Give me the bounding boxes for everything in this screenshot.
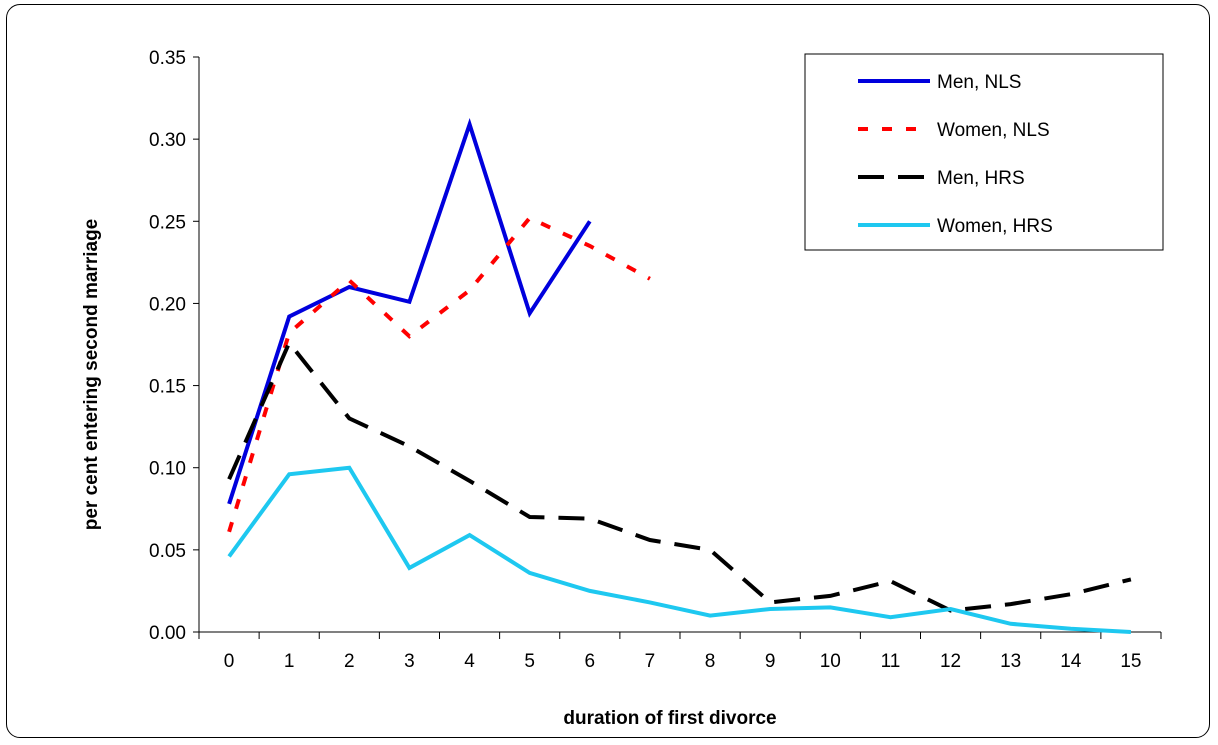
x-tick-label: 11 <box>881 651 901 672</box>
y-tick-label: 0.10 <box>149 459 186 480</box>
legend-box <box>804 53 1164 251</box>
x-axis-title: duration of first divorce <box>563 708 776 729</box>
y-axis-title: per cent entering second marriage <box>81 219 102 531</box>
y-tick-label: 0.25 <box>149 212 186 233</box>
legend-label: Women, NLS <box>937 120 1050 141</box>
x-tick-label: 6 <box>585 651 596 672</box>
series-line-men-nls <box>227 117 592 505</box>
y-tick-label: 0.05 <box>149 541 186 562</box>
x-tick-label: 9 <box>765 651 776 672</box>
x-tick-label: 4 <box>464 651 475 672</box>
series-line-women-nls <box>227 215 651 533</box>
y-tick-label: 0.30 <box>149 130 186 151</box>
x-tick-label: 3 <box>404 651 415 672</box>
x-tick-label: 8 <box>705 651 716 672</box>
series-line-women-hrs <box>227 465 1132 634</box>
legend-label: Men, NLS <box>937 72 1021 93</box>
x-tick-label: 15 <box>1120 651 1141 672</box>
x-tick-label: 2 <box>344 651 355 672</box>
y-tick-label: 0.00 <box>149 623 186 644</box>
x-tick-label: 14 <box>1060 651 1082 672</box>
x-tick-label: 10 <box>820 651 841 672</box>
y-tick-label: 0.20 <box>149 294 186 315</box>
y-tick-label: 0.35 <box>149 48 186 69</box>
x-tick-label: 1 <box>284 651 295 672</box>
series-line-men-hrs <box>227 339 1132 613</box>
x-tick-label: 13 <box>1000 651 1021 672</box>
x-tick-label: 0 <box>224 651 235 672</box>
x-tick-label: 5 <box>524 651 535 672</box>
legend-label: Women, HRS <box>937 216 1053 237</box>
y-tick-label: 0.15 <box>149 377 186 398</box>
x-tick-label: 12 <box>940 651 961 672</box>
legend-label: Men, HRS <box>937 168 1025 189</box>
x-tick-label: 7 <box>645 651 656 672</box>
